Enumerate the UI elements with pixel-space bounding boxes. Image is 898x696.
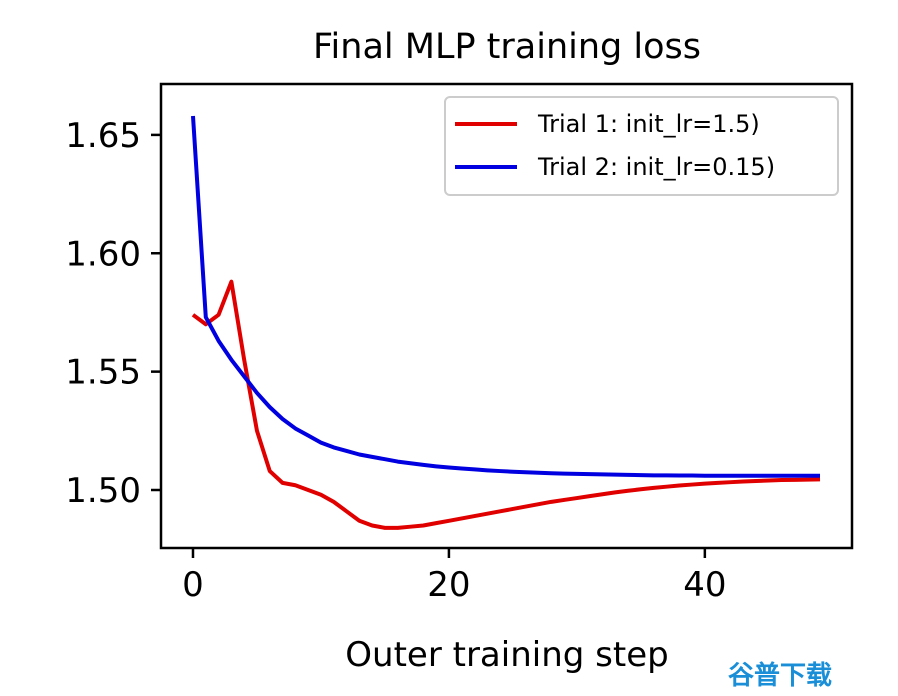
- chart-title: Final MLP training loss: [313, 27, 701, 67]
- y-tick-label: 1.60: [65, 234, 141, 274]
- watermark-logo: 谷普下载: [728, 660, 832, 691]
- plot-area: [190, 115, 821, 530]
- legend-label-1: Trial 1: init_lr=1.5): [537, 110, 760, 138]
- y-tick-label: 1.55: [65, 353, 141, 393]
- legend-label-2: Trial 2: init_lr=0.15): [537, 153, 775, 181]
- axes: 0 20 40 1.50 1.55 1.60 1.65: [65, 82, 854, 605]
- plot-frame: [159, 82, 854, 550]
- x-axis-title: Outer training step: [345, 635, 668, 675]
- x-tick-label: 40: [683, 565, 726, 605]
- y-tick-label: 1.65: [65, 116, 141, 156]
- series-line-1: [191, 279, 821, 530]
- legend: Trial 1: init_lr=1.5) Trial 2: init_lr=0.…: [444, 96, 839, 196]
- x-tick-label: 0: [182, 565, 204, 605]
- y-tick-label: 1.50: [65, 471, 141, 511]
- x-tick-label: 20: [427, 565, 470, 605]
- series-line-2: [190, 115, 821, 478]
- legend-box: [444, 96, 839, 196]
